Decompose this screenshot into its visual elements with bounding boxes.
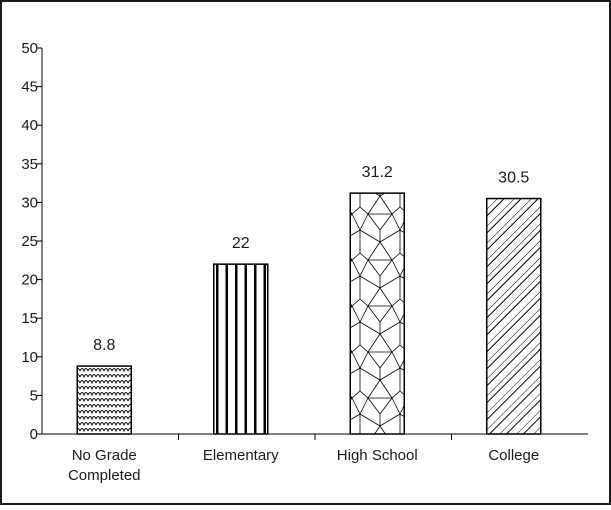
y-tick-label: 30 [21,194,38,211]
bar-3 [349,192,405,435]
y-tick-label: 0 [30,426,38,443]
data-label-2: 22 [232,235,250,252]
y-tick-label: 20 [21,272,38,289]
bar-4 [486,197,542,435]
bars [76,192,542,435]
data-label-4: 30.5 [498,170,529,187]
data-label-1: 8.8 [93,337,115,354]
y-tick-label: 35 [21,156,38,173]
labels: 0 5 10 15 20 25 30 35 40 45 50 8.8 No Grade Completed… [21,40,539,484]
y-tick-label: 5 [30,387,38,404]
y-tick-label: 15 [21,310,38,327]
bar-2 [213,263,269,435]
y-tick-label: 10 [21,349,38,366]
x-category-label-2: Elementary [203,447,279,464]
y-tick-label: 25 [21,233,38,250]
y-tick-label: 45 [21,79,38,96]
data-label-3: 31.2 [362,164,393,181]
y-tick-label: 40 [21,117,38,134]
bar-1 [76,365,132,435]
x-category-label-1: No Grade Completed [68,447,141,484]
x-category-label-3: High School [337,447,418,464]
x-category-label-4: College [488,447,539,464]
y-tick-label: 50 [21,40,38,57]
